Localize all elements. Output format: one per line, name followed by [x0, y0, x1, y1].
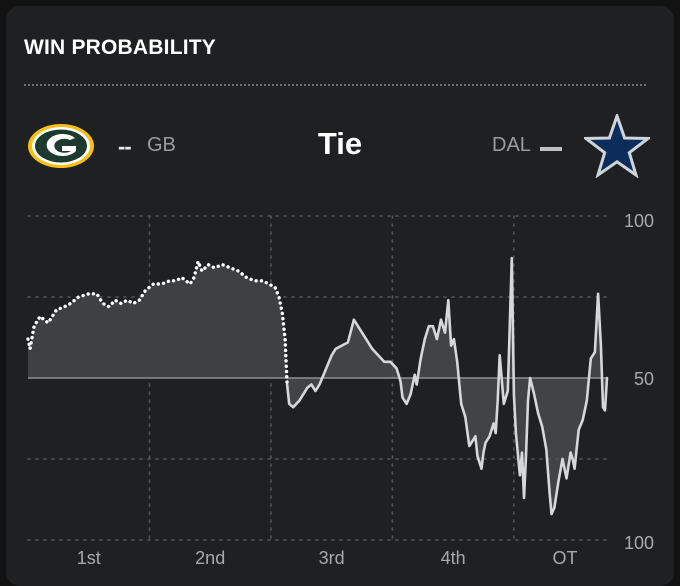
gb-abbr: GB — [147, 134, 176, 156]
quarter-label-3: 4th — [441, 548, 466, 568]
dal-abbr: DAL — [492, 134, 531, 156]
series-fill-dal — [287, 258, 607, 515]
series-line-gb — [26, 259, 289, 387]
packers-g-logo-icon — [28, 124, 94, 168]
quarter-label-1: 2nd — [195, 548, 225, 568]
y-tick-label-1: 50 — [634, 369, 654, 389]
cowboys-star-logo-icon — [584, 114, 650, 178]
win-probability-card — [6, 6, 674, 586]
quarter-label-2: 3rd — [319, 548, 345, 568]
gb-line-marker: -- — [118, 134, 132, 159]
chart-axes: 1st 2nd 3rd 4th OT 100 50 100 — [77, 211, 654, 568]
status-label: Tie — [317, 126, 363, 161]
chart-lines — [26, 256, 609, 516]
chart-fill — [28, 258, 607, 515]
dal-line-marker — [540, 147, 562, 151]
team-row: -- GB Tie DAL — [0, 112, 680, 182]
quarter-label-4: OT — [553, 548, 578, 568]
quarter-label-0: 1st — [77, 548, 101, 568]
series-fill-gb — [28, 261, 288, 385]
title-divider — [24, 84, 646, 86]
card-title: WIN PROBABILITY — [24, 36, 216, 59]
y-tick-label-2: 100 — [624, 533, 654, 553]
y-tick-label-0: 100 — [624, 211, 654, 231]
series-line-dal — [285, 256, 609, 516]
